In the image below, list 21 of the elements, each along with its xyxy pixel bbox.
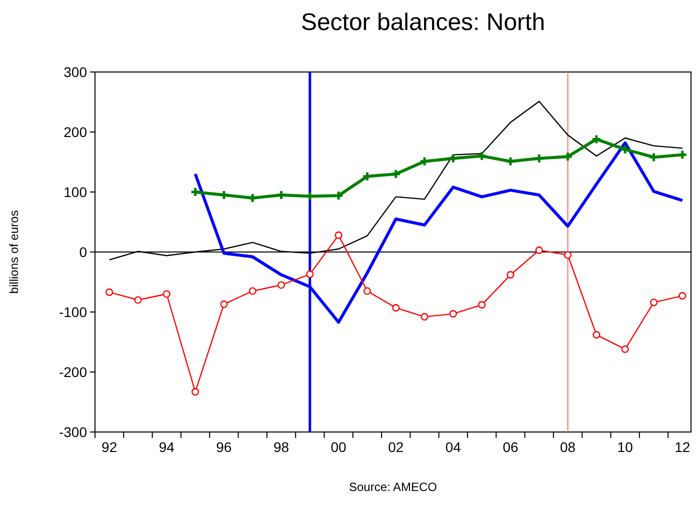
x-tick-label: 02 (388, 439, 404, 455)
y-tick-label: -100 (58, 304, 88, 320)
x-tick-label: 94 (158, 439, 175, 455)
x-tick-label: 06 (502, 439, 518, 455)
y-tick-label: 100 (64, 184, 88, 200)
y-tick-label: 0 (79, 244, 88, 260)
y-tick-label: -300 (58, 424, 88, 440)
x-tick-label: 10 (617, 439, 634, 455)
x-tick-label: 12 (674, 439, 690, 455)
y-axis-title: billions of euros (7, 210, 21, 294)
y-tick-label: -200 (58, 364, 88, 380)
x-tick-label: 96 (216, 439, 232, 455)
x-tick-label: 00 (330, 439, 347, 455)
y-tick-label: 300 (64, 64, 88, 80)
x-tick-label: 92 (102, 439, 118, 455)
x-tick-label: 04 (445, 439, 462, 455)
y-tick-label: 200 (64, 124, 88, 140)
source-note: Source: AMECO (348, 480, 438, 494)
chart-title: Sector balances: North (300, 9, 546, 36)
x-tick-label: 08 (560, 439, 576, 455)
x-tick-label: 98 (273, 439, 290, 455)
